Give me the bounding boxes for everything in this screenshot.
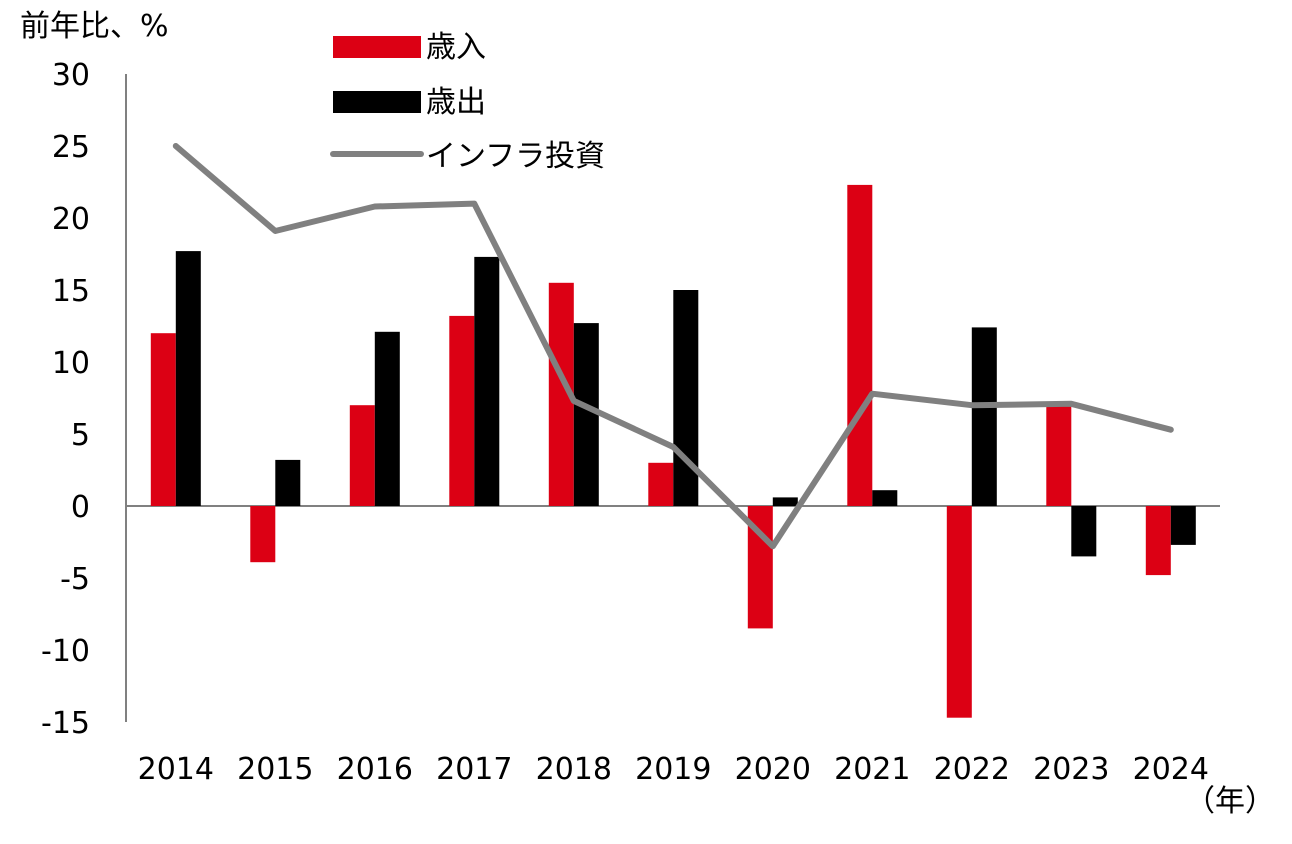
y-tick-label: 10 — [52, 346, 90, 381]
y-axis-ticks: 30 25 20 15 10 5 0 -5 -10 -15 — [41, 58, 90, 741]
legend: 歳入 歳出 インフラ投資 — [330, 30, 605, 174]
bar-revenue-2016 — [349, 405, 375, 506]
y-tick-label: 30 — [52, 58, 90, 93]
y-tick-label: -15 — [41, 706, 90, 741]
y-tick-label: 25 — [52, 130, 90, 165]
legend-label-revenue: 歳入 — [426, 30, 486, 65]
x-tick-label: 2015 — [237, 752, 313, 787]
legend-label-expenditure: 歳出 — [426, 85, 486, 120]
legend-swatch-revenue — [333, 36, 421, 58]
bar-revenue-2015 — [250, 506, 276, 563]
y-tick-label: 5 — [71, 418, 90, 453]
x-tick-label: 2018 — [536, 752, 612, 787]
bar-expenditure-2015 — [275, 459, 301, 506]
x-tick-label: 2016 — [337, 752, 413, 787]
y-tick-label: 20 — [52, 202, 90, 237]
x-tick-label: 2019 — [635, 752, 711, 787]
legend-swatch-expenditure — [333, 91, 421, 113]
bar-revenue-2023 — [1046, 403, 1072, 506]
bar-revenue-2014 — [150, 333, 176, 506]
bar-expenditure-2014 — [175, 251, 201, 506]
bar-expenditure-2016 — [374, 331, 400, 506]
bar-expenditure-2024 — [1170, 506, 1196, 545]
x-axis-ticks: 2014 2015 2016 2017 2018 2019 2020 2021 2022 2023… — [138, 752, 1209, 787]
series-line-infrastructure — [172, 143, 1174, 550]
x-tick-label: 2021 — [834, 752, 910, 787]
bar-revenue-2022 — [946, 506, 972, 718]
bar-expenditure-2022 — [971, 327, 997, 506]
x-axis-title: （年） — [1185, 784, 1275, 819]
bar-revenue-2024 — [1145, 506, 1171, 576]
legend-label-infrastructure: インフラ投資 — [426, 139, 605, 174]
bar-expenditure-2018 — [573, 323, 599, 506]
bar-expenditure-2017 — [474, 256, 500, 506]
bar-expenditure-2020 — [772, 497, 798, 506]
x-tick-label: 2023 — [1033, 752, 1109, 787]
y-axis-title: 前年比、% — [20, 9, 169, 44]
x-tick-label: 2022 — [934, 752, 1010, 787]
bar-revenue-2019 — [648, 462, 674, 506]
x-tick-label: 2017 — [436, 752, 512, 787]
y-tick-label: -10 — [41, 634, 90, 669]
x-tick-label: 2014 — [138, 752, 214, 787]
bar-revenue-2017 — [449, 315, 475, 506]
bars — [150, 184, 1196, 718]
bar-expenditure-2021 — [872, 490, 898, 506]
x-tick-label: 2020 — [735, 752, 811, 787]
bar-expenditure-2023 — [1071, 506, 1097, 557]
y-tick-label: 15 — [52, 274, 90, 309]
y-tick-label: -5 — [60, 562, 90, 597]
bar-expenditure-2019 — [673, 290, 699, 506]
x-tick-label: 2024 — [1133, 752, 1209, 787]
y-tick-label: 0 — [71, 490, 90, 525]
bar-revenue-2021 — [847, 184, 873, 506]
